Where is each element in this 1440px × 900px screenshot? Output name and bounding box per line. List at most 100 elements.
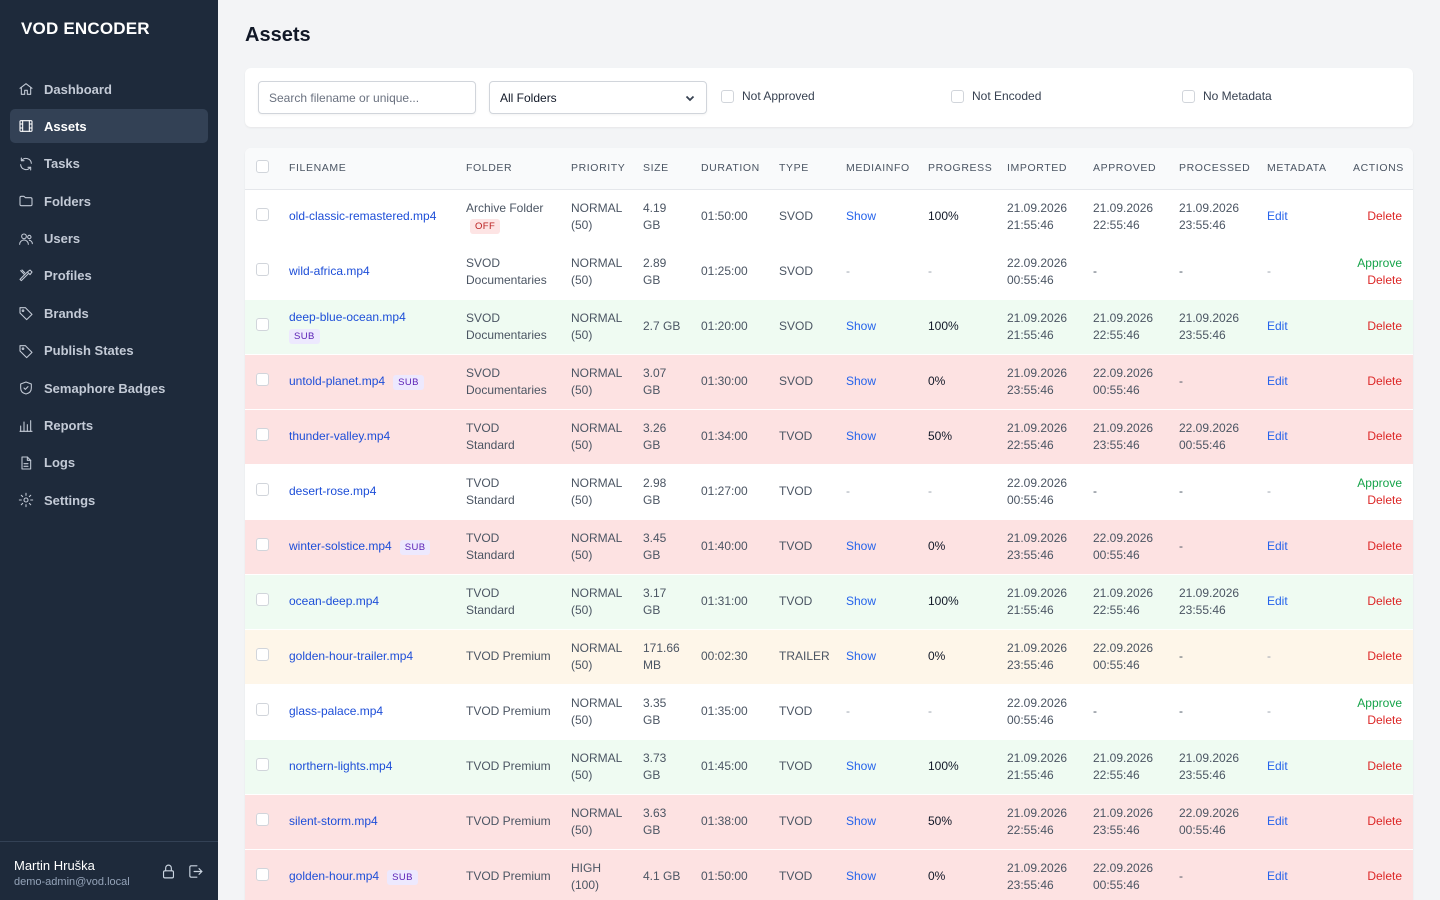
table-row[interactable]: winter-solstice.mp4 SUB TVOD Standard NORMAL… [245,519,1413,575]
mediainfo-show-link[interactable]: Show [846,869,877,883]
sidebar-item-brands[interactable]: Brands [10,296,208,330]
table-row[interactable]: silent-storm.mp4 TVOD Premium NORMAL (50) 3.… [245,794,1413,850]
table-row[interactable]: old-classic-remastered.mp4 Archive Folder… [245,189,1413,245]
filename-link[interactable]: wild-africa.mp4 [289,264,370,278]
sidebar-item-assets[interactable]: Assets [10,109,208,144]
mediainfo-show-link[interactable]: Show [846,759,877,773]
sidebar-item-tasks[interactable]: Tasks [10,147,208,181]
row-checkbox[interactable] [256,867,269,881]
mediainfo-show-link[interactable]: Show [846,374,877,388]
table-row[interactable]: wild-africa.mp4 SVOD Documentaries NORMAL (5… [245,244,1413,300]
row-checkbox[interactable] [256,262,269,276]
filename-link[interactable]: glass-palace.mp4 [289,704,384,718]
metadata-edit-link[interactable]: Edit [1267,814,1288,828]
row-checkbox[interactable] [256,317,269,331]
row-checkbox[interactable] [256,702,269,716]
folder-select[interactable]: All Folders [489,81,707,114]
delete-button[interactable]: Delete [1367,272,1402,287]
progress-cell: - [920,684,999,740]
row-select-cell [245,189,281,245]
table-row[interactable]: golden-hour.mp4 SUB TVOD Premium HIGH (100) 4… [245,849,1413,900]
row-checkbox[interactable] [256,537,269,551]
delete-button[interactable]: Delete [1367,539,1402,553]
table-row[interactable]: untold-planet.mp4 SUB SVOD Documentaries NOR… [245,354,1413,410]
metadata-edit-link[interactable]: Edit [1267,869,1288,883]
logout-icon[interactable] [187,863,204,880]
filter-not-approved[interactable]: Not Approved [721,89,815,103]
table-row[interactable]: northern-lights.mp4 TVOD Premium NORMAL (50… [245,739,1413,795]
sidebar-item-publish-states[interactable]: Publish States [10,334,208,368]
filename-link[interactable]: silent-storm.mp4 [289,814,378,828]
table-row[interactable]: glass-palace.mp4 TVOD Premium NORMAL (50) 3.… [245,684,1413,740]
delete-button[interactable]: Delete [1367,374,1402,388]
delete-button[interactable]: Delete [1367,492,1402,507]
mediainfo-show-link[interactable]: Show [846,209,877,223]
select-all-checkbox[interactable] [256,160,269,174]
filename-link[interactable]: northern-lights.mp4 [289,759,393,773]
row-checkbox[interactable] [256,592,269,606]
delete-button[interactable]: Delete [1367,319,1402,333]
cell-line: GB [643,547,661,562]
metadata-edit-link[interactable]: Edit [1267,429,1288,443]
metadata-edit-link[interactable]: Edit [1267,209,1288,223]
filename-link[interactable]: thunder-valley.mp4 [289,429,391,443]
delete-button[interactable]: Delete [1367,814,1402,828]
approve-button[interactable]: Approve [1357,475,1402,490]
sidebar-item-logs[interactable]: Logs [10,446,208,480]
mediainfo-show-link[interactable]: Show [846,319,877,333]
mediainfo-show-link[interactable]: Show [846,814,877,828]
row-checkbox[interactable] [256,372,269,386]
filename-link[interactable]: untold-planet.mp4 [289,374,386,388]
table-row[interactable]: ocean-deep.mp4 TVOD Standard NORMAL (50) 3.17… [245,574,1413,630]
approve-button[interactable]: Approve [1357,695,1402,710]
row-checkbox[interactable] [256,757,269,771]
table-row[interactable]: thunder-valley.mp4 TVOD Standard NORMAL (50)… [245,409,1413,465]
filename-link[interactable]: deep-blue-ocean.mp4 [289,310,406,324]
delete-button[interactable]: Delete [1367,869,1402,883]
filename-link[interactable]: ocean-deep.mp4 [289,594,380,608]
not-encoded-checkbox[interactable] [951,89,964,103]
mediainfo-show-link[interactable]: Show [846,539,877,553]
filename-link[interactable]: golden-hour.mp4 [289,869,380,883]
sidebar-item-users[interactable]: Users [10,222,208,256]
row-checkbox[interactable] [256,812,269,826]
delete-button[interactable]: Delete [1367,594,1402,608]
metadata-edit-link[interactable]: Edit [1267,759,1288,773]
filename-link[interactable]: desert-rose.mp4 [289,484,377,498]
delete-button[interactable]: Delete [1367,649,1402,663]
sidebar-item-reports[interactable]: Reports [10,409,208,443]
sidebar-item-dashboard[interactable]: Dashboard [10,72,208,106]
filename-link[interactable]: winter-solstice.mp4 [289,539,392,553]
lock-icon[interactable] [160,863,177,880]
delete-button[interactable]: Delete [1367,429,1402,443]
row-checkbox[interactable] [256,427,269,441]
row-checkbox[interactable] [256,482,269,496]
delete-button[interactable]: Delete [1367,712,1402,727]
approve-button[interactable]: Approve [1357,255,1402,270]
sidebar-item-folders[interactable]: Folders [10,184,208,218]
table-row[interactable]: desert-rose.mp4 TVOD Standard NORMAL (50) 2.9… [245,464,1413,520]
table-row[interactable]: golden-hour-trailer.mp4 TVOD Premium NORMA… [245,629,1413,685]
row-checkbox[interactable] [256,207,269,221]
search-input[interactable] [258,81,476,114]
table-row[interactable]: deep-blue-ocean.mp4 SUB SVOD Documentaries N… [245,299,1413,355]
sidebar-item-semaphore-badges[interactable]: Semaphore Badges [10,371,208,405]
mediainfo-show-link[interactable]: Show [846,594,877,608]
filter-not-encoded[interactable]: Not Encoded [951,89,1041,103]
metadata-edit-link[interactable]: Edit [1267,374,1288,388]
row-checkbox[interactable] [256,647,269,661]
metadata-edit-link[interactable]: Edit [1267,319,1288,333]
filename-link[interactable]: old-classic-remastered.mp4 [289,209,437,223]
sidebar-item-profiles[interactable]: Profiles [10,259,208,293]
delete-button[interactable]: Delete [1367,209,1402,223]
metadata-edit-link[interactable]: Edit [1267,594,1288,608]
no-metadata-checkbox[interactable] [1182,89,1195,103]
filter-no-metadata[interactable]: No Metadata [1182,89,1272,103]
metadata-edit-link[interactable]: Edit [1267,539,1288,553]
delete-button[interactable]: Delete [1367,759,1402,773]
mediainfo-show-link[interactable]: Show [846,429,877,443]
not-approved-checkbox[interactable] [721,89,734,103]
mediainfo-show-link[interactable]: Show [846,649,877,663]
filename-link[interactable]: golden-hour-trailer.mp4 [289,649,414,663]
sidebar-item-settings[interactable]: Settings [10,483,208,517]
